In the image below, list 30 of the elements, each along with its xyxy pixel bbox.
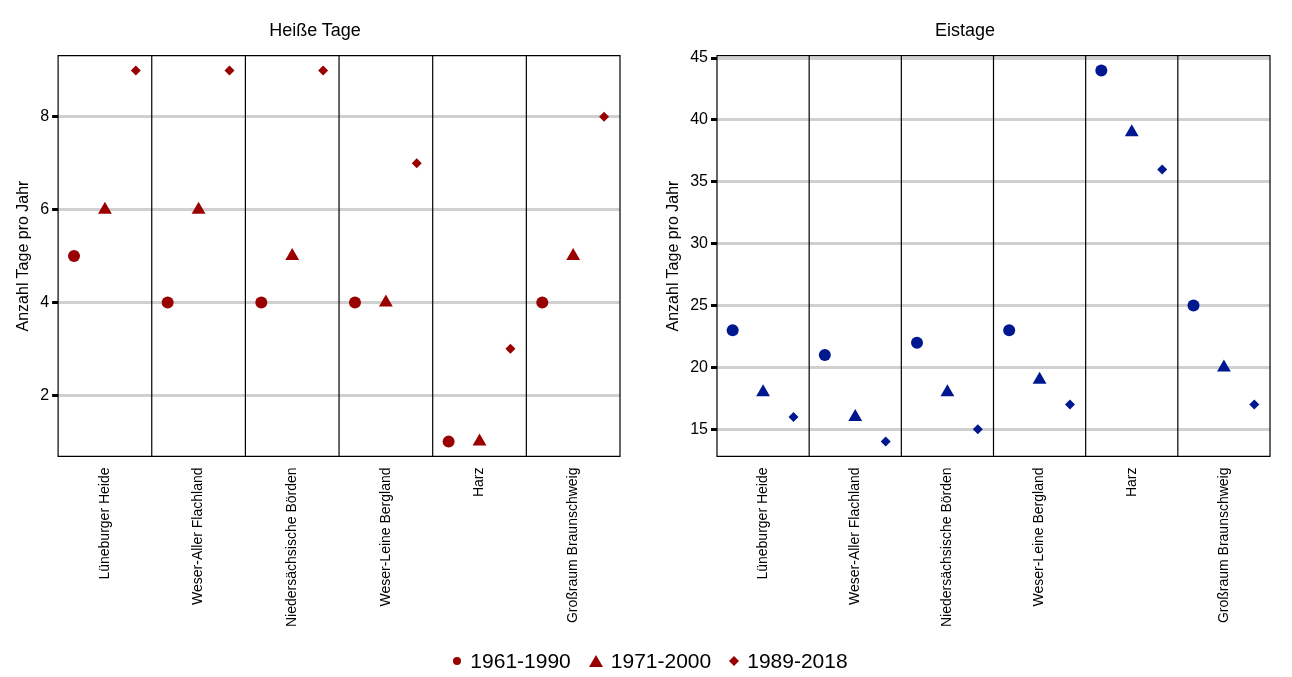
y-axis-title: Anzahl Tage pro Jahr bbox=[14, 179, 32, 332]
y-tick-label: 6 bbox=[40, 200, 50, 218]
y-tick-label: 45 bbox=[690, 48, 709, 66]
chart-title: Heiße Tage bbox=[269, 19, 361, 40]
x-tick-label: Großraum Braunschweig bbox=[1214, 467, 1231, 624]
legend-label: 1989-2018 bbox=[747, 649, 848, 673]
y-tick-label: 30 bbox=[690, 234, 709, 252]
y-tick-label: 8 bbox=[40, 107, 50, 125]
legend-label: 1961-1990 bbox=[470, 649, 571, 673]
legend-label: 1971-2000 bbox=[610, 649, 712, 673]
x-tick-label: Lüneburger Heide bbox=[753, 467, 770, 580]
x-tick-label: Weser-Leine Bergland bbox=[1030, 467, 1047, 607]
x-tick-label: Lüneburger Heide bbox=[95, 467, 112, 580]
y-tick-label: 40 bbox=[690, 110, 709, 128]
x-tick-label: Weser-Aller Flachland bbox=[846, 467, 863, 605]
x-tick-label: Niedersächsische Börden bbox=[938, 467, 955, 627]
y-tick-label: 25 bbox=[690, 295, 709, 313]
y-tick-label: 20 bbox=[690, 357, 709, 375]
y-tick-label: 2 bbox=[40, 385, 50, 403]
y-tick-label: 4 bbox=[40, 292, 50, 310]
y-tick-label: 15 bbox=[690, 419, 709, 437]
x-tick-label: Großraum Braunschweig bbox=[564, 467, 581, 624]
x-tick-label: Harz bbox=[470, 467, 487, 498]
x-tick-label: Weser-Leine Bergland bbox=[376, 467, 393, 607]
y-tick-label: 35 bbox=[690, 172, 709, 190]
y-axis-title: Anzahl Tage pro Jahr bbox=[664, 179, 682, 332]
x-tick-label: Niedersächsische Börden bbox=[283, 467, 300, 627]
chart-title: Eistage bbox=[934, 19, 996, 40]
x-tick-label: Weser-Aller Flachland bbox=[189, 467, 206, 605]
x-tick-label: Harz bbox=[1122, 467, 1139, 498]
